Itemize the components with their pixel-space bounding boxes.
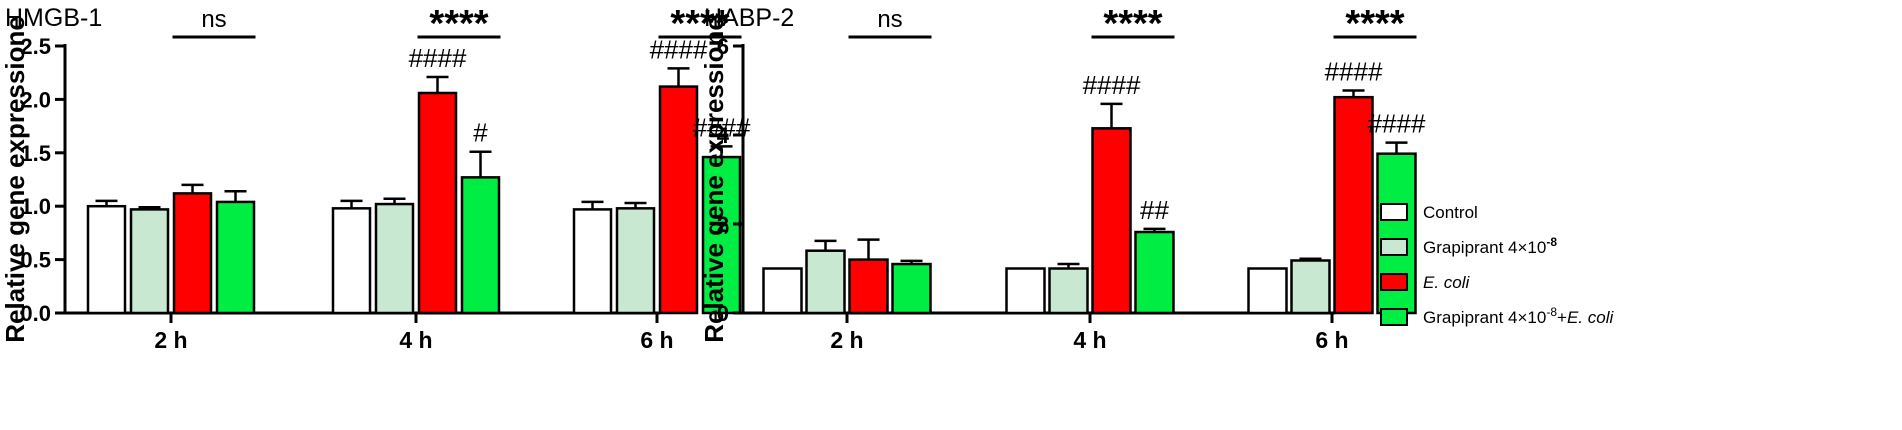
- y-tick-label: 1.0: [20, 194, 51, 219]
- legend-label-grapiprant: Grapiprant 4×10-8: [1423, 235, 1557, 257]
- bar-combo: [701, 155, 742, 315]
- bar-ecoli: [417, 91, 458, 315]
- comparison-label: ****: [1345, 3, 1404, 45]
- y-tick-label: 0: [717, 301, 729, 326]
- y-tick-label: 0.0: [20, 301, 51, 326]
- bar-ecoli: [658, 85, 699, 315]
- bar-grapiprant: [805, 249, 846, 315]
- legend-swatch-combo: [1380, 308, 1408, 326]
- legend-label-part: Grapiprant 4×10: [1423, 308, 1546, 327]
- legend-label-part: E. coli: [1567, 308, 1615, 327]
- comparison-label: ****: [670, 3, 729, 45]
- x-tick-label: 2 h: [154, 327, 187, 353]
- y-axis-label: Relative gene expressione: [0, 16, 30, 343]
- bar-combo: [460, 176, 501, 315]
- bar-combo: [891, 262, 932, 315]
- legend-label-ecoli: E. coli: [1423, 273, 1471, 292]
- y-tick-label: 2.0: [20, 87, 51, 112]
- bar-combo: [215, 200, 256, 315]
- bar-control: [572, 208, 613, 315]
- comparison-label: ns: [201, 6, 226, 33]
- comparison-label: ****: [1103, 3, 1162, 45]
- bar-grapiprant: [1048, 267, 1089, 315]
- legend-swatch-grapiprant: [1380, 238, 1408, 256]
- significance-hash: ####: [1368, 109, 1426, 139]
- bar-ecoli: [1333, 95, 1374, 315]
- significance-hash: ####: [1325, 57, 1383, 87]
- significance-hash: ####: [409, 43, 467, 73]
- bar-grapiprant: [129, 208, 170, 315]
- bar-control: [1005, 267, 1046, 315]
- bar-control: [331, 207, 372, 315]
- bar-grapiprant: [1290, 259, 1331, 315]
- legend-label-part: Control: [1423, 203, 1478, 222]
- y-tick-label: 2: [717, 212, 729, 237]
- y-tick-label: 4: [717, 123, 730, 148]
- chart-title: HABP-2: [704, 4, 794, 32]
- y-tick-label: 2.5: [20, 34, 51, 59]
- x-tick-label: 4 h: [399, 327, 432, 353]
- bar-ecoli: [848, 258, 889, 315]
- legend-swatch-ecoli: [1380, 273, 1408, 291]
- y-tick-label: 6: [717, 34, 729, 59]
- significance-hash: ####: [1083, 70, 1141, 100]
- bar-combo: [1134, 230, 1175, 315]
- y-tick-label: 0.5: [20, 248, 51, 273]
- chart-title: HMGB-1: [5, 4, 102, 32]
- significance-hash: ####: [650, 34, 708, 64]
- legend-label-part: E. coli: [1423, 273, 1471, 292]
- bar-control: [1247, 267, 1288, 315]
- legend-label-control: Control: [1423, 203, 1478, 222]
- bar-grapiprant: [374, 202, 415, 315]
- legend-label-part: Grapiprant 4×10: [1423, 238, 1546, 257]
- bar-grapiprant: [615, 207, 656, 315]
- y-tick-label: 1.5: [20, 141, 51, 166]
- x-tick-label: 6 h: [1315, 327, 1348, 353]
- legend-swatch-control: [1380, 203, 1408, 221]
- x-tick-label: 2 h: [830, 327, 863, 353]
- bar-control: [86, 204, 127, 315]
- significance-hash: ##: [1140, 195, 1169, 225]
- legend-label-part: -8: [1546, 235, 1557, 249]
- comparison-label: ns: [877, 6, 902, 33]
- bar-ecoli: [172, 192, 213, 315]
- significance-hash: #: [473, 118, 488, 148]
- x-tick-label: 6 h: [640, 327, 673, 353]
- x-tick-label: 4 h: [1073, 327, 1106, 353]
- y-axis-label: Relative gene expressione: [699, 16, 729, 343]
- legend-label-part: +: [1557, 308, 1567, 327]
- bar-control: [762, 267, 803, 315]
- comparison-label: ****: [429, 3, 488, 45]
- legend-label-combo: Grapiprant 4×10-8+E. coli: [1423, 305, 1614, 327]
- legend-label-part: -8: [1546, 305, 1557, 319]
- significance-hash: ####: [693, 112, 751, 142]
- bar-ecoli: [1091, 127, 1132, 315]
